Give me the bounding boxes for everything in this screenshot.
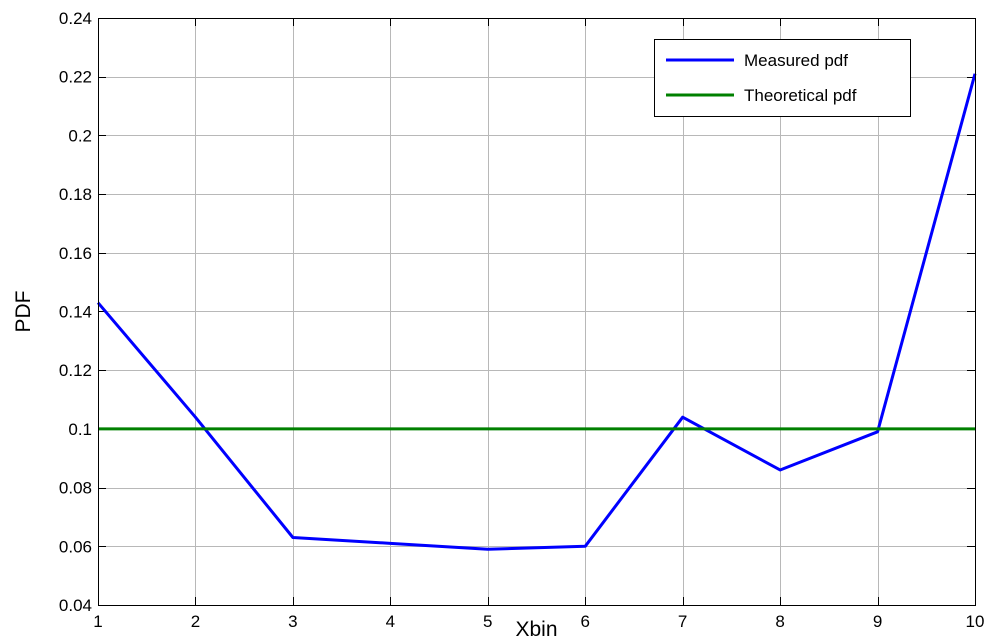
y-tick-label: 0.24 (59, 9, 92, 28)
y-tick-label: 0.08 (59, 479, 92, 498)
y-tick-label: 0.1 (68, 420, 92, 439)
x-axis-label: Xbin (515, 618, 557, 641)
x-tick-label: 3 (288, 612, 297, 631)
y-axis-tick-labels: 0.04 0.06 0.08 0.1 0.12 0.14 0.16 0.18 0.2 0.22 0.… (59, 9, 92, 615)
y-tick-label: 0.22 (59, 68, 92, 87)
x-tick-label: 10 (966, 612, 985, 631)
plot-frame (98, 18, 976, 606)
y-axis-label: PDF (12, 291, 35, 333)
legend-box (654, 39, 911, 117)
x-tick-label: 9 (873, 612, 882, 631)
x-tick-label: 5 (483, 612, 492, 631)
x-tick-label: 6 (580, 612, 589, 631)
x-tick-label: 1 (93, 612, 102, 631)
y-tick-label: 0.16 (59, 244, 92, 263)
x-tick-label: 8 (775, 612, 784, 631)
legend-label-theoretical: Theoretical pdf (744, 86, 857, 105)
y-tick-label: 0.14 (59, 303, 92, 322)
legend: Measured pdf Theoretical pdf (654, 39, 911, 117)
x-tick-label: 2 (191, 612, 200, 631)
y-tick-label: 0.18 (59, 185, 92, 204)
x-tick-label: 4 (386, 612, 395, 631)
y-tick-label: 0.12 (59, 361, 92, 380)
y-tick-label: 0.06 (59, 537, 92, 556)
y-tick-label: 0.2 (68, 126, 92, 145)
legend-label-measured: Measured pdf (744, 51, 848, 70)
series-lines (96, 73, 977, 551)
series-line-measured (96, 73, 977, 551)
y-tick-label: 0.04 (59, 596, 92, 615)
x-tick-label: 7 (678, 612, 687, 631)
x-axis-tick-labels: 1 2 3 4 5 6 7 8 9 10 (93, 612, 984, 631)
